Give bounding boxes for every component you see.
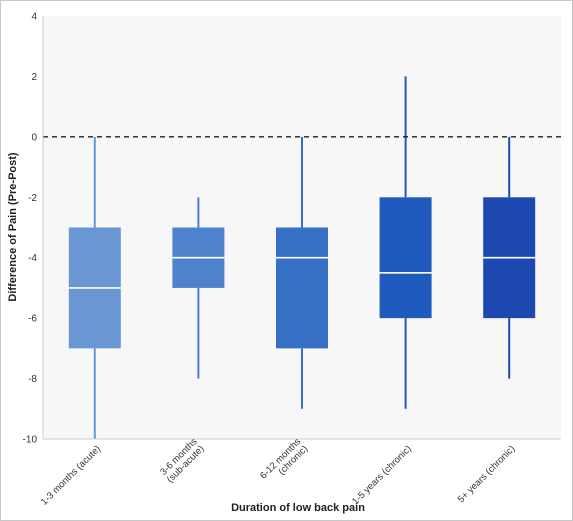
x-tick-label: 1-3 months (acute) bbox=[39, 443, 103, 507]
x-tick-label: 5+ years (chronic) bbox=[456, 443, 518, 505]
y-tick-label: -8 bbox=[28, 374, 37, 385]
y-tick-label: 2 bbox=[31, 72, 37, 83]
x-tick-label-line: 1-5 years (chronic) bbox=[350, 443, 414, 507]
x-tick-label: 1-5 years (chronic) bbox=[350, 443, 414, 507]
y-tick-label: -10 bbox=[23, 435, 38, 446]
x-tick-label-line: 1-3 months (acute) bbox=[39, 443, 103, 507]
y-tick-label: 4 bbox=[31, 12, 37, 23]
y-axis-title: Difference of Pain (Pre-Post) bbox=[7, 152, 19, 301]
box bbox=[379, 197, 432, 319]
y-tick-labels: 4 2 0 -2 -4 -6 -8 -10 bbox=[23, 12, 38, 446]
x-tick-labels: 1-3 months (acute) 3-6 months(sub-acute) 6… bbox=[39, 436, 518, 507]
y-tick-label: -2 bbox=[28, 193, 37, 204]
y-tick-label: 0 bbox=[31, 132, 37, 143]
x-axis-title: Duration of low back pain bbox=[231, 502, 365, 514]
box bbox=[276, 227, 328, 349]
box-series bbox=[68, 76, 536, 439]
y-tick-label: -6 bbox=[28, 314, 37, 325]
y-tick-label: -4 bbox=[28, 253, 37, 264]
x-tick-label: 3-6 months(sub-acute) bbox=[158, 436, 207, 485]
x-tick-label-line: 5+ years (chronic) bbox=[456, 443, 518, 505]
x-tick-label: 6-12 months(chronic) bbox=[258, 436, 310, 488]
